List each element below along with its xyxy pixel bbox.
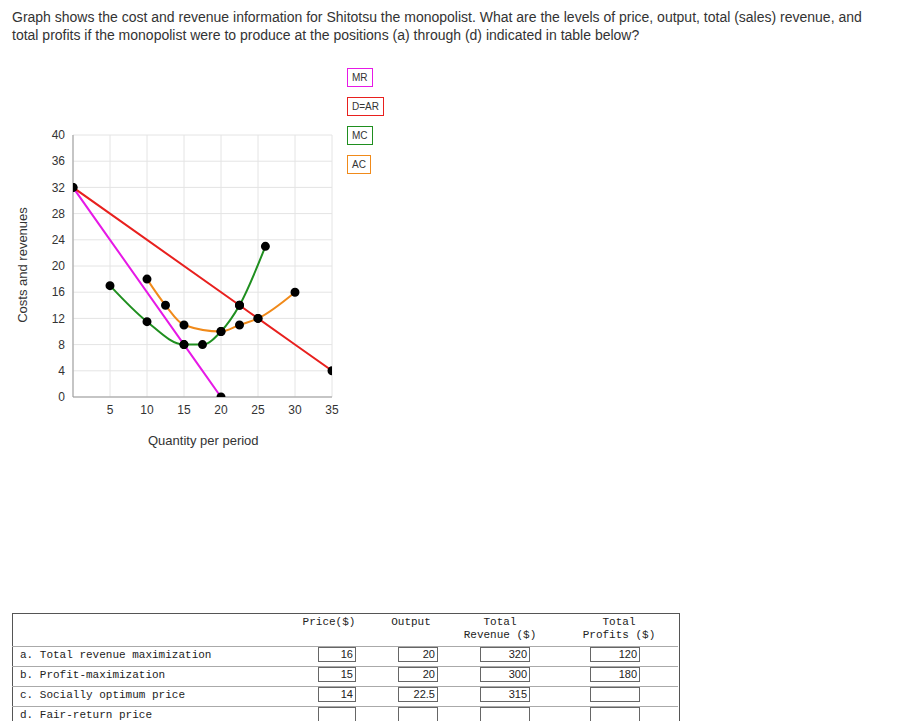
svg-text:35: 35 [325,403,339,417]
svg-text:32: 32 [52,181,66,195]
svg-text:15: 15 [177,403,191,417]
html-text:D=AR: D=AR [352,101,379,112]
html-text:315: 315 [508,688,527,700]
svg-text:4: 4 [58,364,65,378]
html-text:Total Profits ($): Total Profits ($) [582,616,656,641]
html-text:MR: MR [352,72,368,83]
html-text:d. Fair-return price: d. Fair-return price [20,709,152,721]
html-text:15: 15 [340,668,353,680]
svg-text:8: 8 [58,338,65,352]
svg-text:20: 20 [52,259,66,273]
html-text:320: 320 [508,648,527,660]
html-text:Total Revenue ($): Total Revenue ($) [463,616,537,641]
html-text:Price($): Price($) [302,616,356,628]
html-text:20: 20 [422,648,435,660]
svg-text:40: 40 [52,128,66,142]
html-text:22.5: 22.5 [413,688,435,700]
html-text:Quantity per period: Quantity per period [148,433,259,448]
html-text:c. Socially optimum price: c. Socially optimum price [20,689,185,701]
svg-text:36: 36 [52,154,66,168]
html-text:MC: MC [352,130,368,141]
html-text:Graph shows the cost and reven: Graph shows the cost and revenue informa… [12,9,862,43]
svg-text:24: 24 [52,233,66,247]
html-text:AC: AC [352,159,366,170]
html-text:a. Total revenue maximization: a. Total revenue maximization [20,649,212,661]
html-text:120: 120 [618,648,637,660]
html-text:16: 16 [340,648,353,660]
svg-text:0: 0 [58,390,65,404]
svg-text:25: 25 [251,403,265,417]
html-text:180: 180 [618,668,637,680]
svg-text:10: 10 [140,403,154,417]
html-text:300: 300 [508,668,527,680]
html-text:b. Profit-maximization: b. Profit-maximization [20,669,166,681]
html-text:14: 14 [340,688,353,700]
html-text:Costs and revenues: Costs and revenues [14,207,30,323]
svg-text:12: 12 [52,312,66,326]
svg-text:5: 5 [107,403,114,417]
svg-text:30: 30 [288,403,302,417]
svg-text:20: 20 [214,403,228,417]
svg-text:28: 28 [52,207,66,221]
html-text:20: 20 [422,668,435,680]
svg-text:16: 16 [52,285,66,299]
html-text:Output: Output [391,616,431,628]
